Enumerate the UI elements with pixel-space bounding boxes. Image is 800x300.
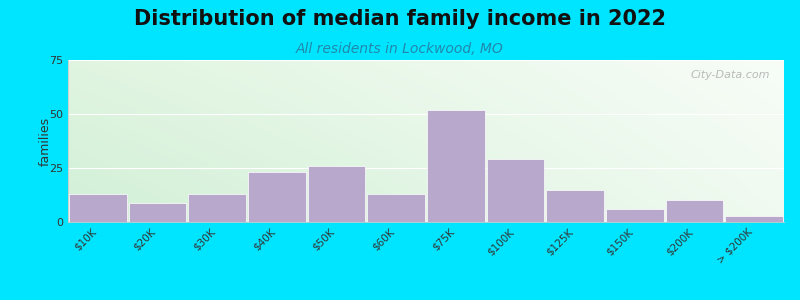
Bar xyxy=(129,202,186,222)
Bar xyxy=(606,209,664,222)
Text: Distribution of median family income in 2022: Distribution of median family income in … xyxy=(134,9,666,29)
Y-axis label: families: families xyxy=(38,116,51,166)
Bar xyxy=(367,194,425,222)
Bar xyxy=(248,172,306,222)
Text: All residents in Lockwood, MO: All residents in Lockwood, MO xyxy=(296,42,504,56)
Bar xyxy=(427,110,485,222)
Bar xyxy=(486,159,545,222)
Bar xyxy=(69,194,126,222)
Bar xyxy=(307,166,366,222)
Bar xyxy=(188,194,246,222)
Text: City-Data.com: City-Data.com xyxy=(690,70,770,80)
Bar xyxy=(726,215,783,222)
Bar xyxy=(546,190,604,222)
Bar xyxy=(666,200,723,222)
